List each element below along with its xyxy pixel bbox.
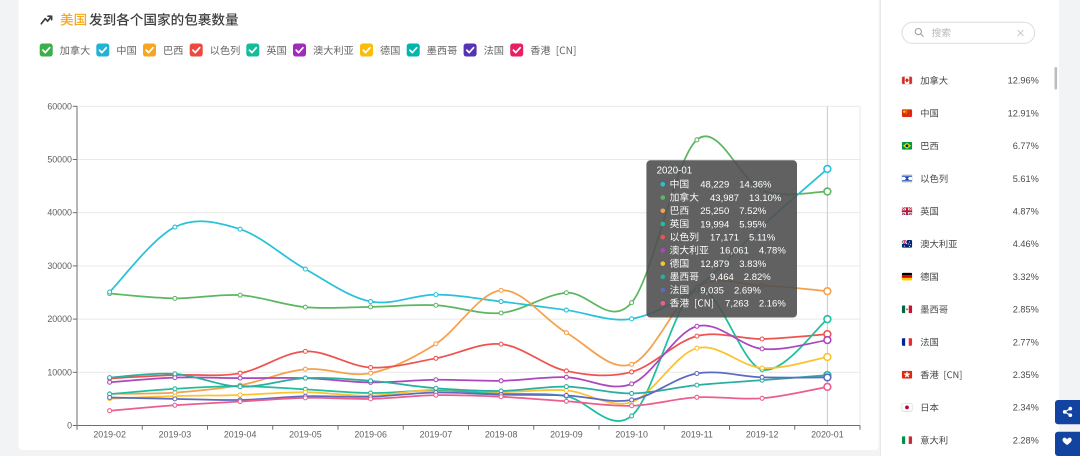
svg-text:2019-02: 2019-02: [93, 429, 126, 439]
svg-text:3.83%: 3.83%: [739, 259, 766, 270]
svg-text:2019-07: 2019-07: [420, 429, 453, 439]
svg-text:2019-06: 2019-06: [354, 429, 387, 439]
svg-text:2.16%: 2.16%: [759, 299, 786, 310]
svg-text:2019-11: 2019-11: [681, 429, 713, 439]
svg-text:7,263: 7,263: [725, 299, 749, 310]
svg-text:9,464: 9,464: [710, 272, 734, 283]
svg-text:43,987: 43,987: [710, 193, 739, 204]
svg-text:5.11%: 5.11%: [749, 232, 776, 243]
svg-text:30000: 30000: [47, 261, 72, 271]
svg-text:12,879: 12,879: [700, 259, 729, 270]
svg-text:16,061: 16,061: [720, 246, 749, 257]
svg-text:2019-08: 2019-08: [485, 429, 518, 439]
svg-text:2019-12: 2019-12: [746, 429, 779, 439]
svg-text:0: 0: [67, 421, 72, 431]
svg-text:48,229: 48,229: [700, 180, 729, 191]
svg-text:2.35%: 2.35%: [1013, 370, 1039, 380]
svg-text:2.69%: 2.69%: [734, 285, 761, 296]
svg-text:5.61%: 5.61%: [1013, 174, 1039, 184]
svg-text:19,994: 19,994: [700, 219, 729, 230]
svg-text:50000: 50000: [47, 155, 72, 165]
svg-text:4.87%: 4.87%: [1013, 207, 1039, 217]
svg-text:2.34%: 2.34%: [1013, 403, 1039, 413]
svg-text:2.85%: 2.85%: [1013, 305, 1039, 315]
svg-text:2.77%: 2.77%: [1013, 337, 1039, 347]
svg-text:2019-10: 2019-10: [615, 429, 648, 439]
svg-text:13.10%: 13.10%: [749, 193, 782, 204]
svg-text:2019-04: 2019-04: [224, 429, 257, 439]
svg-text:14.36%: 14.36%: [739, 180, 772, 191]
svg-text:2020-01: 2020-01: [657, 165, 693, 176]
svg-text:6.77%: 6.77%: [1013, 141, 1039, 151]
svg-text:5.95%: 5.95%: [739, 219, 766, 230]
svg-text:2019-05: 2019-05: [289, 429, 322, 439]
svg-text:3.32%: 3.32%: [1013, 272, 1039, 282]
svg-text:12.96%: 12.96%: [1008, 76, 1039, 86]
svg-text:60000: 60000: [47, 101, 72, 111]
svg-text:2019-03: 2019-03: [159, 429, 192, 439]
svg-text:17,171: 17,171: [710, 232, 739, 243]
svg-text:4.46%: 4.46%: [1013, 239, 1039, 249]
svg-text:20000: 20000: [47, 314, 72, 324]
svg-text:2.82%: 2.82%: [744, 272, 771, 283]
svg-text:7.52%: 7.52%: [739, 206, 766, 217]
svg-text:9,035: 9,035: [700, 285, 724, 296]
svg-text:2019-09: 2019-09: [550, 429, 583, 439]
svg-text:40000: 40000: [47, 208, 72, 218]
svg-text:25,250: 25,250: [700, 206, 729, 217]
svg-text:2020-01: 2020-01: [811, 429, 844, 439]
svg-text:4.78%: 4.78%: [759, 246, 786, 257]
svg-text:10000: 10000: [47, 367, 72, 377]
svg-text:2.28%: 2.28%: [1013, 435, 1039, 445]
svg-text:12.91%: 12.91%: [1008, 108, 1039, 118]
